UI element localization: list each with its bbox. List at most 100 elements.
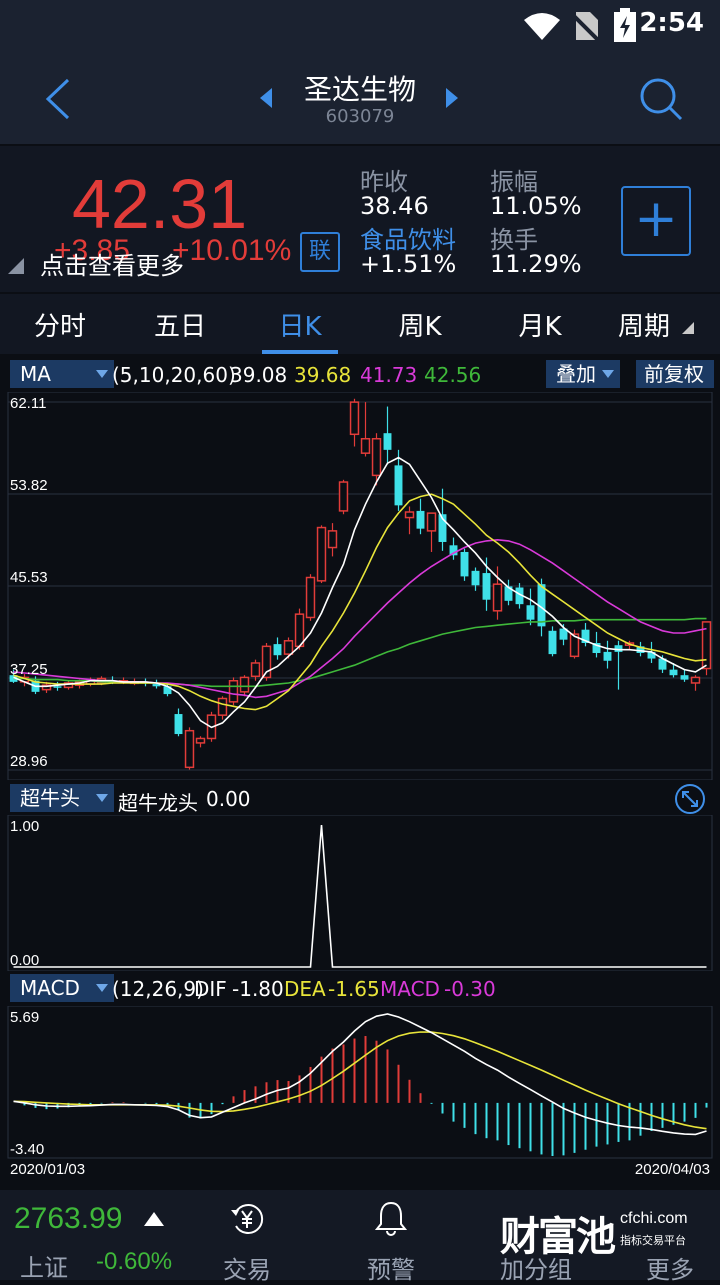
bottom-bar: 2763.99 上证 -0.60% 交易 预警 加分组 更多 财富池 cfchi… [0, 1190, 720, 1284]
candle [184, 729, 195, 769]
nav-alert[interactable]: 预警 [367, 1256, 415, 1284]
macd-value: -0.30 [444, 977, 496, 1001]
candle [383, 433, 392, 450]
candle [592, 643, 601, 653]
candle [426, 512, 437, 532]
ma10-line [13, 493, 707, 711]
macd-chart[interactable]: 5.69 -3.40 2020/01/03 2020/04/03 [0, 1006, 720, 1182]
active-tab-indicator [262, 350, 338, 354]
bell-icon[interactable] [374, 1200, 408, 1236]
ma-indicator-label: MA [20, 362, 51, 386]
candle [316, 526, 327, 582]
ma5-line [13, 456, 707, 729]
candle [349, 401, 360, 436]
candle [174, 714, 183, 735]
candle [394, 465, 403, 506]
candle [449, 545, 458, 556]
chevron-down-icon [96, 794, 108, 802]
collapse-up-icon[interactable] [144, 1212, 164, 1226]
back-arrow-icon[interactable] [44, 78, 74, 120]
tab-five-day[interactable]: 五日 [153, 312, 206, 342]
index-value[interactable]: 2763.99 [14, 1202, 123, 1235]
macd-lines [13, 1013, 707, 1136]
candle [416, 510, 425, 529]
candle [603, 651, 612, 661]
expand-icon[interactable] [674, 783, 706, 815]
y-tick-label: 37.25 [10, 661, 48, 678]
cnt-indicator-select[interactable]: 超牛头 [10, 784, 114, 812]
wifi-icon [524, 13, 560, 40]
candle [228, 679, 239, 703]
candle [438, 514, 447, 542]
price-change-pct: +10.01% [172, 234, 292, 267]
y-axis-ticks: 62.11 53.82 45.53 37.25 28.96 [10, 395, 48, 770]
candle [559, 628, 568, 640]
x-start-date: 2020/01/03 [10, 1161, 85, 1178]
nav-add-group[interactable]: 加分组 [500, 1256, 572, 1284]
stock-code: 603079 [325, 106, 395, 127]
quote-panel[interactable]: 42.31 +3.85 +10.01% 点击查看更多 联 昨收 38.46 食品… [0, 146, 720, 292]
candle [338, 481, 349, 512]
ma5-value: 39.08 [230, 363, 288, 387]
sector-change: +1.51% [360, 250, 457, 278]
candle [471, 570, 480, 586]
candle [614, 645, 623, 652]
candle [581, 629, 590, 644]
next-stock-icon[interactable] [444, 88, 460, 108]
candle [404, 511, 415, 519]
no-sim-icon [572, 12, 598, 40]
candle [680, 675, 689, 680]
y-axis-ticks: 5.69 -3.40 2020/01/03 2020/04/03 [10, 1009, 710, 1178]
cnt-indicator-label: 超牛头 [20, 786, 80, 810]
tab-monthly-k[interactable]: 月K [518, 312, 562, 342]
candle [195, 737, 206, 744]
chevron-down-icon [96, 984, 108, 992]
trade-yen-icon[interactable] [230, 1202, 264, 1236]
macd-indicator-select[interactable]: MACD [10, 974, 114, 1002]
amplitude-value: 11.05% [490, 192, 582, 220]
sector-link[interactable]: 食品饮料 [360, 226, 456, 254]
candle [53, 686, 62, 688]
add-watchlist-button[interactable]: + [621, 186, 691, 256]
candle [526, 605, 535, 620]
tab-weekly-k[interactable]: 周K [398, 312, 442, 342]
amplitude-label: 振幅 [490, 168, 538, 196]
y-tick-label: -3.40 [10, 1141, 44, 1158]
search-icon[interactable] [638, 76, 684, 122]
link-badge[interactable]: 联 [300, 232, 340, 272]
ma-indicator-select[interactable]: MA [10, 360, 114, 388]
nav-more[interactable]: 更多 [646, 1256, 694, 1284]
candle [537, 584, 546, 627]
index-change: -0.60% [96, 1248, 173, 1275]
ma-params: (5,10,20,60) [112, 363, 236, 387]
nav-trade[interactable]: 交易 [223, 1256, 271, 1284]
signal-polyline [13, 824, 707, 968]
overlay-label: 叠加 [556, 362, 596, 386]
candlestick-chart[interactable]: 62.11 53.82 45.53 37.25 28.96 [0, 392, 720, 780]
prev-stock-icon[interactable] [258, 88, 274, 108]
tab-intraday[interactable]: 分时 [33, 312, 86, 342]
candle [261, 645, 272, 679]
dif-label: DIF [194, 977, 227, 1001]
candle [658, 658, 667, 670]
candle [548, 630, 557, 655]
candle [294, 613, 305, 648]
signal-chart[interactable]: 1.00 0.00 [0, 815, 720, 971]
ma-lines [13, 456, 707, 729]
dif-line [13, 1013, 707, 1136]
overlay-select[interactable]: 叠加 [546, 360, 620, 388]
tab-daily-k[interactable]: 日K [278, 312, 322, 342]
tab-period[interactable]: 周期 [617, 312, 670, 342]
candle [360, 437, 371, 454]
candle [701, 621, 712, 670]
chart-frame [7, 815, 713, 971]
candle [504, 586, 513, 601]
adjust-button[interactable]: 前复权 [636, 360, 714, 388]
chevron-down-icon [602, 370, 614, 378]
current-price: 42.31 [72, 165, 248, 243]
candle [283, 640, 294, 655]
view-more-tip[interactable]: 点击查看更多 [40, 252, 184, 280]
dea-value: -1.65 [328, 977, 380, 1001]
candle [460, 551, 469, 577]
battery-charging-icon [614, 8, 636, 42]
